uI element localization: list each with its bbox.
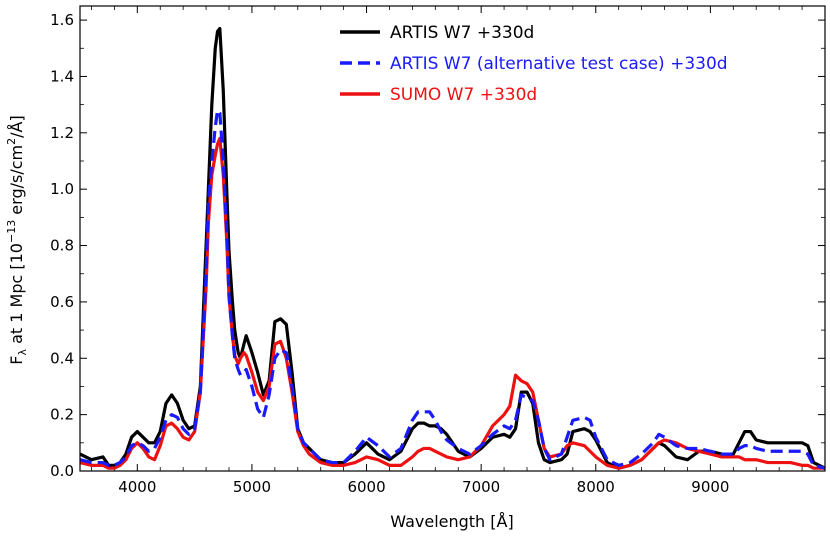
series-line-1 [80, 108, 825, 470]
y-tick-label: 1.0 [50, 180, 74, 198]
y-label-mid: at 1 Mpc [10 [7, 243, 26, 349]
legend: ARTIS W7 +330d ARTIS W7 (alternative tes… [340, 23, 728, 105]
y-tick-label: 0.4 [50, 349, 74, 367]
y-tick-label: 0.2 [50, 406, 74, 424]
x-tick-label: 9000 [691, 478, 729, 496]
y-tick-label: 1.2 [50, 124, 74, 142]
x-tick-label: 4000 [118, 478, 156, 496]
x-tick-label: 5000 [233, 478, 271, 496]
y-axis-label: Fλ at 1 Mpc [10−13 erg/s/cm2/Å] [5, 115, 29, 364]
y-tick-label: 1.4 [50, 67, 74, 85]
x-tick-label: 6000 [347, 478, 385, 496]
series-line-0 [80, 26, 825, 470]
y-tick-label: 1.6 [50, 11, 74, 29]
y-label-sup2: 2 [5, 138, 18, 145]
y-tick-label: 0.8 [50, 237, 74, 255]
y-label-end: /Å] [7, 115, 26, 138]
y-tick-label: 0.0 [50, 462, 74, 480]
legend-label-artis: ARTIS W7 +330d [390, 23, 534, 43]
x-axis-label: Wavelength [Å] [390, 512, 513, 531]
y-label-sup1: −13 [5, 220, 18, 243]
series-line-2 [80, 136, 825, 470]
y-label-prefix: F [7, 355, 26, 364]
y-label-sub: λ [16, 348, 29, 355]
y-tick-label: 0.6 [50, 293, 74, 311]
series-layer [80, 26, 825, 470]
legend-label-sumo: SUMO W7 +330d [390, 85, 537, 105]
x-tick-label: 7000 [462, 478, 500, 496]
x-tick-label: 8000 [577, 478, 615, 496]
legend-label-artis-alt: ARTIS W7 (alternative test case) +330d [390, 54, 728, 74]
tick-layer: 4000 5000 6000 7000 8000 9000 0.0 0.2 0.4 0.6 0.8 1… [50, 6, 825, 496]
y-label-mid2: erg/s/cm [7, 145, 26, 220]
plot-frame [79, 5, 826, 472]
